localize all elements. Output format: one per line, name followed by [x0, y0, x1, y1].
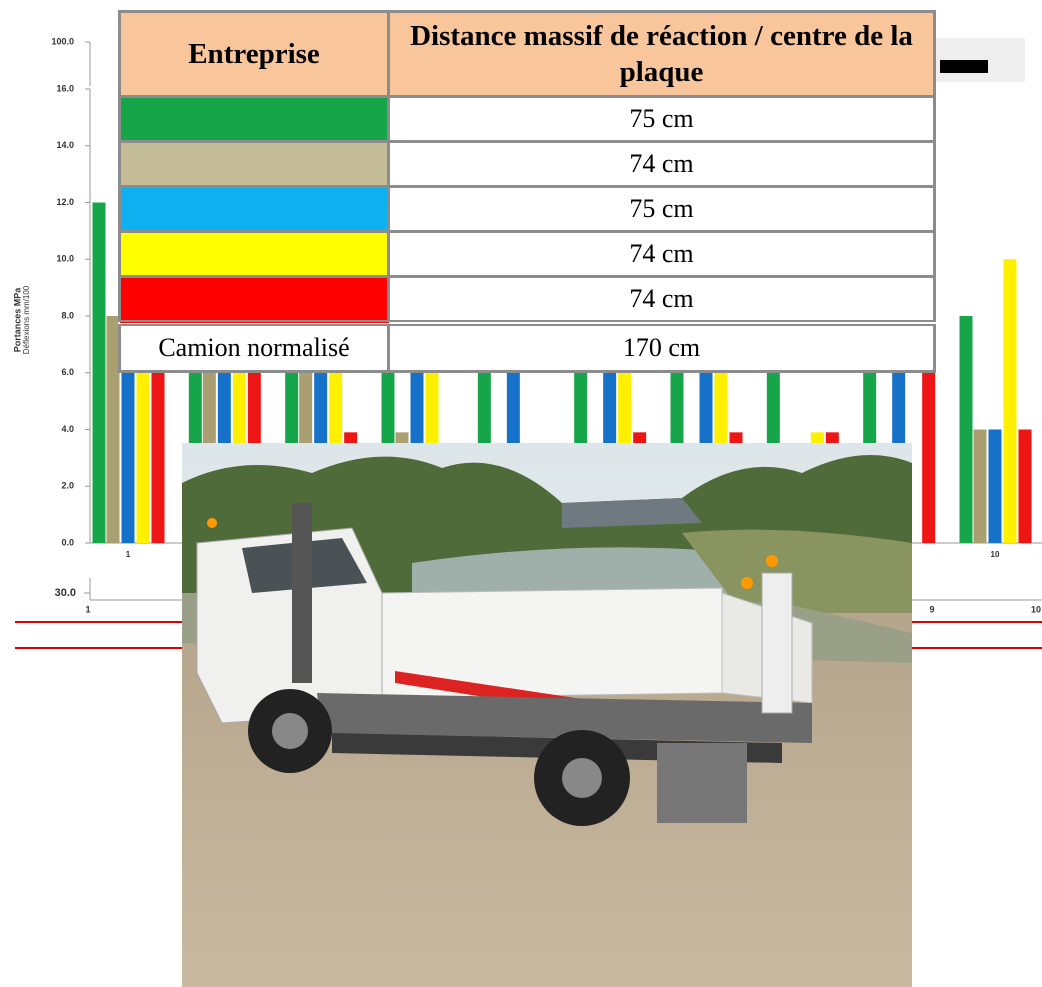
y-tick-label: 0.0 — [61, 537, 74, 547]
distance-cell: 74 cm — [387, 230, 936, 278]
bar — [922, 358, 936, 543]
y-tick-label: 30.0 — [55, 587, 76, 599]
table-row: 75 cm — [118, 95, 936, 143]
bar — [121, 358, 135, 543]
y-sublabel: Déflexions mm/100 — [22, 285, 31, 354]
bar — [106, 316, 120, 543]
table-row: 75 cm — [118, 185, 936, 233]
y-tick-label: 10.0 — [56, 254, 74, 264]
header-cell: Entreprise — [118, 10, 390, 98]
bar — [92, 202, 106, 543]
x-tick-label: 10 — [991, 550, 1000, 559]
table-body: Entreprise Distance massif de réaction /… — [118, 10, 936, 373]
x-tick-label: 10 — [1031, 604, 1041, 614]
y-tick-label: 12.0 — [56, 197, 74, 207]
legend-bar — [940, 60, 988, 73]
bar — [959, 316, 973, 543]
distance-cell: 170 cm — [387, 320, 936, 373]
truck-photo — [182, 443, 912, 987]
bar — [1018, 429, 1032, 543]
table-row: 74 cm — [118, 275, 936, 325]
y-tick-label: 100.0 — [51, 36, 74, 46]
y-tick-label: 14.0 — [56, 140, 74, 150]
distance-cell: 75 cm — [387, 185, 936, 233]
color-cell — [118, 275, 390, 325]
distance-cell: 74 cm — [387, 140, 936, 188]
distance-cell: 75 cm — [387, 95, 936, 143]
bar — [988, 429, 1002, 543]
bar — [1003, 259, 1017, 543]
footer-row: Camion normalisé 170 cm — [118, 320, 936, 373]
distance-cell: 74 cm — [387, 275, 936, 325]
y-tick-label: 8.0 — [61, 310, 74, 320]
bar — [973, 429, 987, 543]
label-cell: Camion normalisé — [118, 320, 390, 373]
color-cell — [118, 230, 390, 278]
y-label: Portances MPa — [12, 287, 22, 353]
x-tick-label: 1 — [126, 550, 131, 559]
header-cell: Distance massif de réaction / centre de … — [387, 10, 936, 98]
y-tick-label: 16.0 — [56, 83, 74, 93]
y-tick-label: 4.0 — [61, 424, 74, 434]
header-row: Entreprise Distance massif de réaction /… — [118, 10, 936, 98]
color-cell — [118, 140, 390, 188]
y-tick-label: 2.0 — [61, 481, 74, 491]
color-cell — [118, 185, 390, 233]
distance-table: Entreprise Distance massif de réaction /… — [118, 10, 936, 373]
color-cell — [118, 95, 390, 143]
y-tick-label: 6.0 — [61, 367, 74, 377]
table-row: 74 cm — [118, 140, 936, 188]
bar — [136, 358, 150, 543]
table-row: 74 cm — [118, 230, 936, 278]
bar — [151, 358, 165, 543]
x-tick-label: 9 — [929, 604, 934, 614]
x-tick-label: 1 — [85, 604, 90, 614]
